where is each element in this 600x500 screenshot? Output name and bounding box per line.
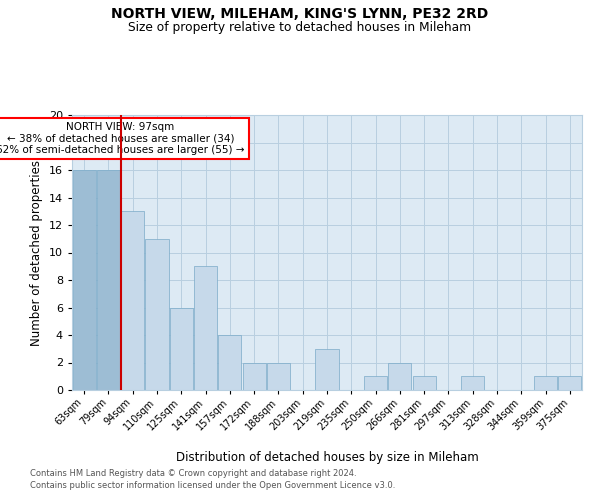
Bar: [534, 376, 557, 390]
Y-axis label: Number of detached properties: Number of detached properties: [30, 160, 43, 346]
Bar: [145, 239, 169, 390]
Bar: [413, 376, 436, 390]
Text: NORTH VIEW: 97sqm
← 38% of detached houses are smaller (34)
62% of semi-detached: NORTH VIEW: 97sqm ← 38% of detached hous…: [0, 122, 245, 155]
Bar: [242, 362, 266, 390]
Bar: [461, 376, 484, 390]
Text: Distribution of detached houses by size in Mileham: Distribution of detached houses by size …: [176, 451, 478, 464]
Bar: [364, 376, 387, 390]
Bar: [388, 362, 412, 390]
Bar: [316, 349, 338, 390]
Bar: [267, 362, 290, 390]
Bar: [121, 211, 144, 390]
Text: Size of property relative to detached houses in Mileham: Size of property relative to detached ho…: [128, 21, 472, 34]
Bar: [218, 335, 241, 390]
Text: Contains public sector information licensed under the Open Government Licence v3: Contains public sector information licen…: [30, 481, 395, 490]
Bar: [97, 170, 120, 390]
Text: NORTH VIEW, MILEHAM, KING'S LYNN, PE32 2RD: NORTH VIEW, MILEHAM, KING'S LYNN, PE32 2…: [112, 8, 488, 22]
Bar: [559, 376, 581, 390]
Bar: [194, 266, 217, 390]
Text: Contains HM Land Registry data © Crown copyright and database right 2024.: Contains HM Land Registry data © Crown c…: [30, 468, 356, 477]
Bar: [170, 308, 193, 390]
Bar: [73, 170, 95, 390]
